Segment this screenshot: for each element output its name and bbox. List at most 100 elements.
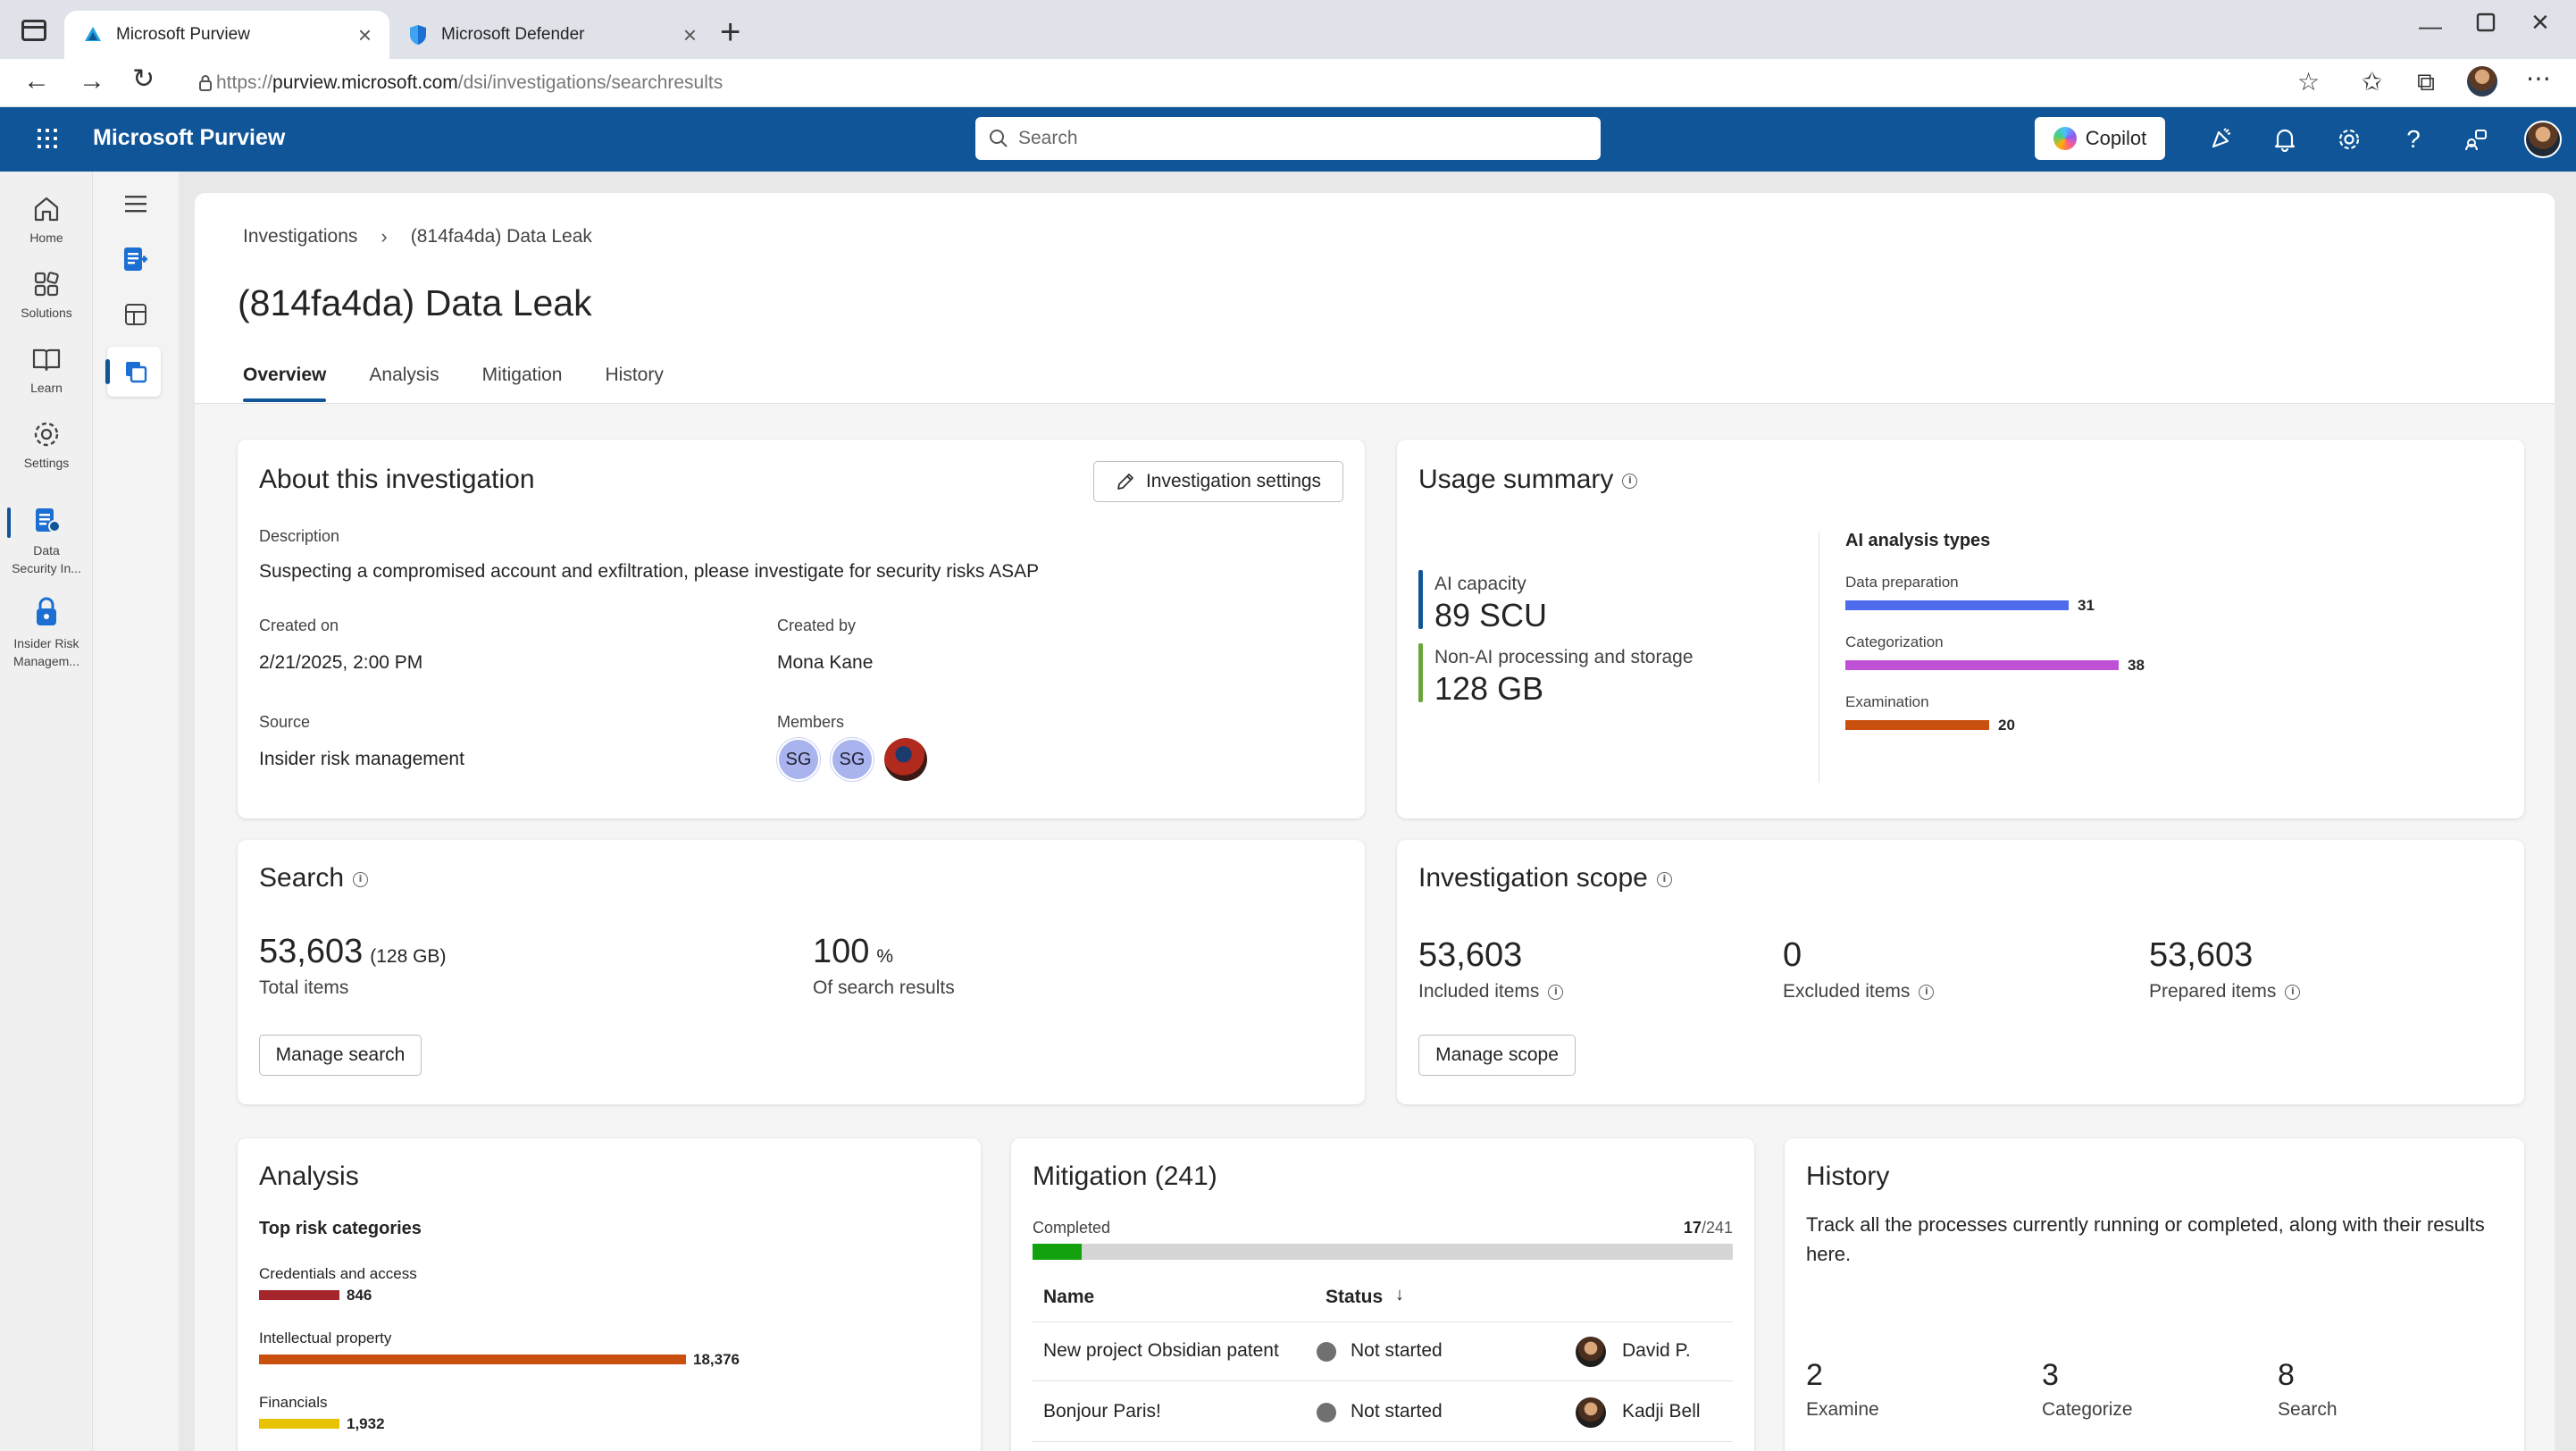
global-search-input[interactable]: Search — [975, 117, 1601, 160]
prepared-items-value: 53,603 — [2149, 936, 2254, 974]
analysis-type-bar[interactable] — [1845, 600, 2069, 610]
non-ai-bar — [1418, 643, 1423, 702]
close-tab-icon[interactable]: × — [682, 21, 697, 48]
app-name[interactable]: Microsoft Purview — [93, 125, 286, 150]
data-security-icon — [36, 508, 61, 533]
more-options-icon[interactable]: ⋯ — [2526, 64, 2551, 92]
sort-descending-icon[interactable]: ↓ — [1395, 1285, 1404, 1304]
collections-icon[interactable]: ⧉ — [2417, 68, 2435, 96]
history-categorize-label: Categorize — [2042, 1399, 2133, 1420]
usage-title-text: Usage summary — [1418, 465, 1614, 494]
feedback-icon[interactable] — [2462, 125, 2490, 154]
app-launcher-icon[interactable] — [38, 129, 57, 148]
search-card: Search i 53,603 (128 GB) Total items 100% … — [238, 840, 1365, 1104]
nav-solutions[interactable]: Solutions — [0, 268, 93, 320]
status-dot-icon — [1317, 1342, 1336, 1362]
url-scheme: https:// — [216, 72, 273, 93]
about-card-title: About this investigation — [259, 465, 535, 494]
refresh-icon[interactable]: ↻ — [132, 64, 155, 94]
table-view-icon[interactable] — [116, 295, 155, 334]
url-field[interactable]: https://purview.microsoft.com/dsi/invest… — [189, 66, 2315, 100]
risk-category-bar[interactable] — [259, 1419, 339, 1429]
investigations-icon[interactable] — [116, 352, 155, 391]
analysis-type-bar[interactable] — [1845, 660, 2119, 670]
nav-settings[interactable]: Settings — [0, 418, 93, 470]
info-icon[interactable]: i — [1919, 984, 1935, 1000]
analysis-type-bar[interactable] — [1845, 720, 1989, 730]
tab-analysis[interactable]: Analysis — [369, 365, 439, 385]
minimize-icon[interactable]: — — [2419, 13, 2442, 39]
info-icon[interactable]: i — [1622, 473, 1638, 489]
risk-category-bar[interactable] — [259, 1290, 339, 1300]
back-icon[interactable]: ← — [23, 66, 50, 96]
copilot-button[interactable]: Copilot — [2035, 117, 2165, 160]
nav-insider-risk-management[interactable]: Insider Risk Managem... — [0, 597, 93, 670]
manage-scope-button[interactable]: Manage scope — [1418, 1035, 1576, 1076]
nav-data-security-investigations[interactable]: Data Security In... — [0, 504, 93, 577]
info-icon[interactable]: i — [1656, 871, 1672, 887]
dsi-overview-icon[interactable] — [116, 239, 155, 279]
notifications-bell-icon[interactable] — [2271, 125, 2299, 154]
favorite-add-icon[interactable]: ☆ — [2297, 68, 2321, 96]
analysis-type-value: 31 — [2078, 597, 2095, 614]
tab-overview[interactable]: Overview — [243, 365, 327, 402]
main-content: Investigations › (814fa4da) Data Leak (8… — [195, 193, 2555, 1451]
tab-mitigation[interactable]: Mitigation — [481, 365, 563, 385]
column-header-name[interactable]: Name — [1043, 1287, 1095, 1307]
close-tab-icon[interactable]: × — [357, 21, 372, 48]
edit-pencil-icon — [1117, 474, 1133, 490]
nav-irm-label-1: Insider Risk — [13, 636, 79, 650]
maximize-icon[interactable] — [2476, 11, 2496, 38]
browser-tab-label: Microsoft Defender — [441, 25, 585, 44]
member-avatar-photo[interactable] — [884, 738, 927, 781]
forward-icon[interactable]: → — [79, 66, 105, 96]
browser-profile-avatar[interactable] — [2467, 66, 2497, 96]
info-icon[interactable]: i — [1548, 984, 1564, 1000]
risk-category-bar[interactable] — [259, 1355, 686, 1364]
nav-learn[interactable]: Learn — [0, 343, 93, 395]
book-icon — [32, 348, 61, 372]
table-row[interactable]: New project Obsidian patent Not started … — [1033, 1322, 1733, 1381]
account-avatar[interactable] — [2524, 121, 2562, 158]
table-row[interactable]: Bonjour Paris! Not started Kadji Bell — [1033, 1383, 1733, 1442]
column-header-status[interactable]: Status — [1326, 1287, 1384, 1307]
row-name: New project Obsidian patent — [1043, 1340, 1279, 1361]
browser-tab-defender[interactable]: Microsoft Defender × — [389, 11, 715, 59]
completed-label: Completed — [1033, 1219, 1111, 1237]
analysis-card-title: Analysis — [259, 1162, 359, 1191]
source-value: Insider risk management — [259, 749, 464, 769]
members-label: Members — [777, 713, 845, 731]
browser-tab-purview[interactable]: Microsoft Purview × — [64, 11, 389, 59]
lock-icon — [199, 75, 212, 91]
member-avatar[interactable]: SG — [831, 738, 874, 781]
url-host: purview.microsoft.com — [272, 72, 458, 93]
collapse-menu-icon[interactable] — [116, 184, 155, 223]
tab-actions-icon[interactable] — [21, 20, 46, 41]
info-icon[interactable]: i — [2285, 984, 2301, 1000]
info-icon[interactable]: i — [353, 871, 369, 887]
created-on-label: Created on — [259, 616, 339, 634]
included-items-label: Included items i — [1418, 981, 1564, 1002]
favorites-icon[interactable]: ✩ — [2362, 68, 2383, 96]
history-search-value: 8 — [2278, 1358, 2295, 1392]
close-window-icon[interactable]: × — [2531, 5, 2549, 39]
member-avatar[interactable]: SG — [777, 738, 820, 781]
whats-new-icon[interactable] — [2206, 125, 2235, 154]
tab-history[interactable]: History — [605, 365, 664, 385]
new-tab-icon[interactable]: + — [720, 13, 741, 52]
analysis-type-label: Categorization — [1845, 633, 1944, 650]
excluded-items-text: Excluded items — [1783, 981, 1911, 1002]
owner-avatar — [1576, 1397, 1606, 1428]
risk-category-label: Intellectual property — [259, 1329, 392, 1346]
secondary-nav-rail — [93, 172, 179, 1451]
settings-gear-icon[interactable] — [2335, 125, 2363, 154]
total-items-value: 53,603 (128 GB) — [259, 933, 446, 971]
manage-search-button[interactable]: Manage search — [259, 1035, 422, 1076]
nav-settings-label: Settings — [23, 456, 70, 470]
description-label: Description — [259, 527, 340, 545]
row-name: Bonjour Paris! — [1043, 1401, 1161, 1422]
nav-home[interactable]: Home — [0, 193, 93, 245]
investigation-settings-button[interactable]: Investigation settings — [1093, 461, 1343, 502]
help-icon[interactable]: ? — [2406, 125, 2421, 153]
breadcrumb-investigations-link[interactable]: Investigations — [243, 226, 358, 247]
